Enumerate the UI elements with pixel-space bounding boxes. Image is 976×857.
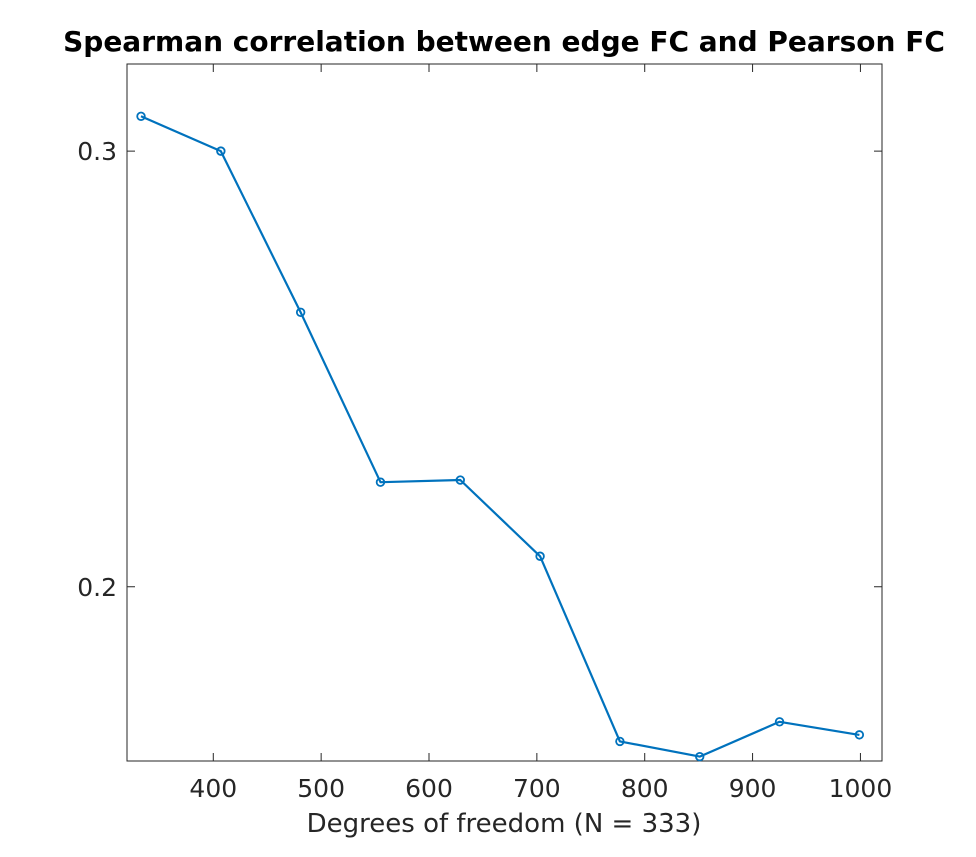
data-point-marker (535, 551, 545, 561)
data-point-marker (854, 730, 865, 740)
x-tick-label: 1000 (829, 774, 893, 803)
x-tick-label: 400 (189, 774, 237, 803)
x-tick-label: 800 (621, 774, 669, 803)
data-point-marker (455, 475, 465, 485)
x-tick-label: 900 (729, 774, 777, 803)
plot-area (126, 63, 883, 762)
chart-title: Spearman correlation between edge FC and… (63, 25, 945, 58)
x-tick-label: 500 (297, 774, 345, 803)
data-point-marker (295, 307, 306, 318)
data-point-marker (695, 751, 705, 762)
series-layer (136, 111, 865, 762)
y-axis-ticks: 0.2 0.3 (77, 137, 882, 602)
x-tick-label: 700 (513, 774, 561, 803)
y-tick-label: 0.3 (77, 137, 117, 166)
x-axis-ticks: 400 500 600 700 800 900 1000 (189, 64, 892, 803)
y-tick-label: 0.2 (77, 573, 117, 602)
x-axis-label: Degrees of freedom (N = 333) (307, 809, 702, 839)
data-point-marker (216, 146, 226, 156)
series-line (140, 115, 860, 758)
data-point-marker (774, 717, 785, 727)
x-tick-label: 600 (405, 774, 453, 803)
data-point-marker (375, 477, 386, 487)
data-point-marker (136, 111, 146, 121)
data-point-marker (615, 736, 625, 747)
